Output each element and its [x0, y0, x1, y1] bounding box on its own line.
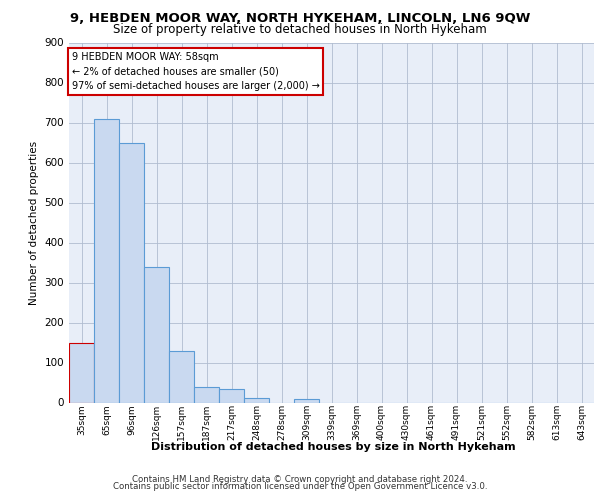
- Text: Contains HM Land Registry data © Crown copyright and database right 2024.: Contains HM Land Registry data © Crown c…: [132, 474, 468, 484]
- Y-axis label: Number of detached properties: Number of detached properties: [29, 140, 39, 304]
- Bar: [119, 142, 144, 402]
- Text: 9, HEBDEN MOOR WAY, NORTH HYKEHAM, LINCOLN, LN6 9QW: 9, HEBDEN MOOR WAY, NORTH HYKEHAM, LINCO…: [70, 12, 530, 26]
- Bar: [194, 386, 219, 402]
- Bar: [94, 118, 119, 403]
- Text: Size of property relative to detached houses in North Hykeham: Size of property relative to detached ho…: [113, 24, 487, 36]
- Bar: [219, 390, 244, 402]
- Bar: [294, 399, 319, 402]
- Bar: [144, 266, 169, 402]
- Text: 9 HEBDEN MOOR WAY: 58sqm
← 2% of detached houses are smaller (50)
97% of semi-de: 9 HEBDEN MOOR WAY: 58sqm ← 2% of detache…: [71, 52, 320, 91]
- Bar: [169, 350, 194, 403]
- Text: Contains public sector information licensed under the Open Government Licence v3: Contains public sector information licen…: [113, 482, 487, 491]
- Bar: [69, 342, 94, 402]
- Text: Distribution of detached houses by size in North Hykeham: Distribution of detached houses by size …: [151, 442, 515, 452]
- Bar: [244, 398, 269, 402]
